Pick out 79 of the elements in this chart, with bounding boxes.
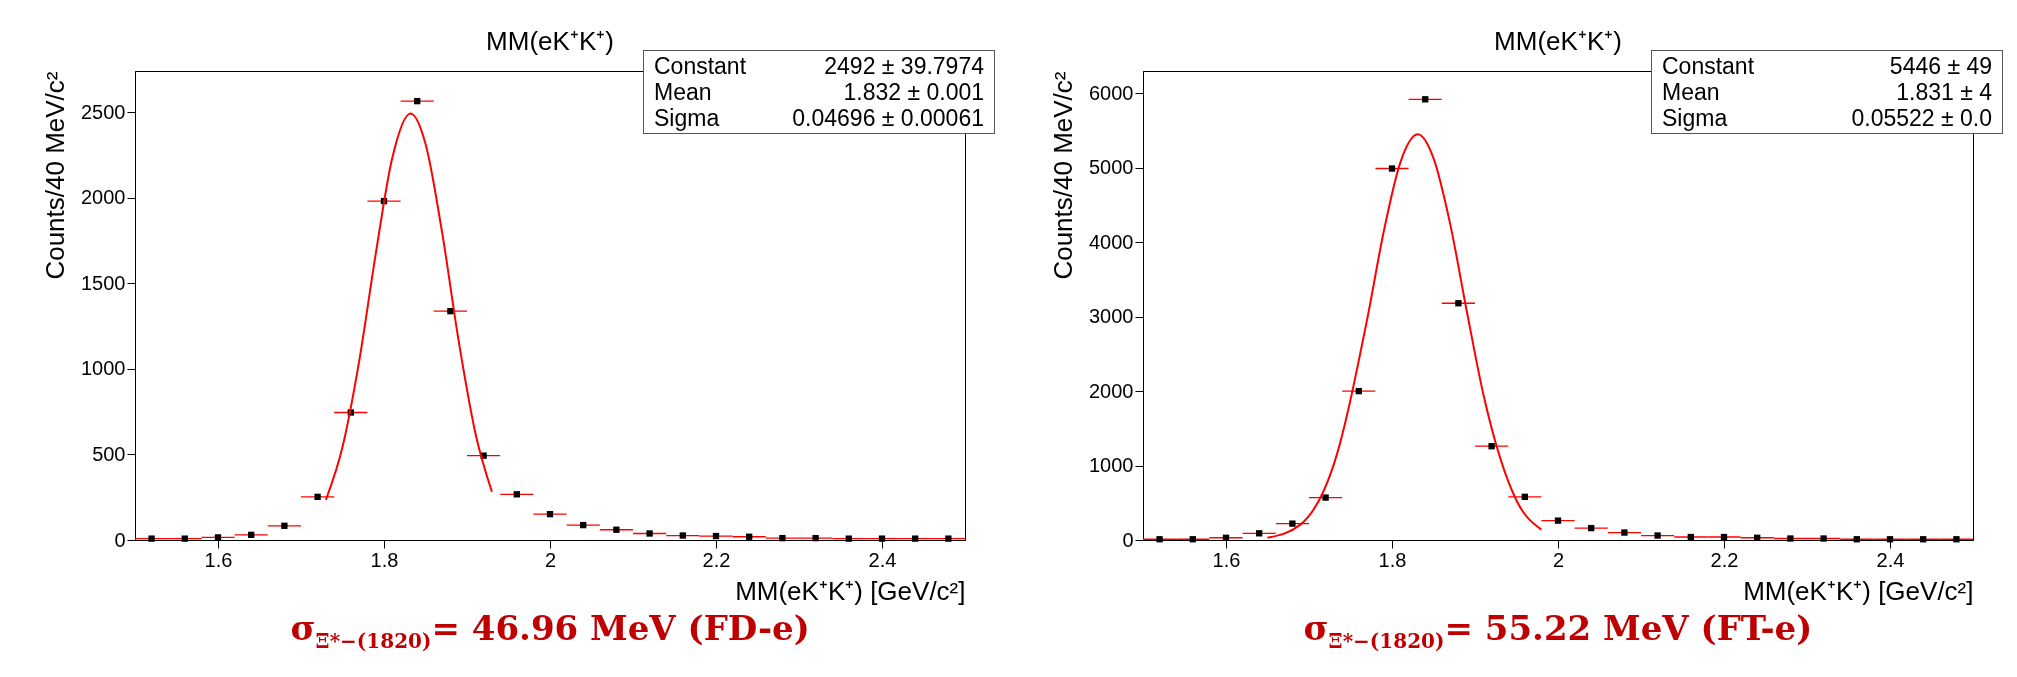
point <box>812 534 819 542</box>
point <box>1754 534 1761 541</box>
y-tick-label: 0 <box>1122 528 1134 551</box>
point <box>1820 535 1827 542</box>
point <box>746 533 753 540</box>
y-tick-label: 3000 <box>1089 305 1134 328</box>
x-tick-label: 2.4 <box>868 548 897 571</box>
fit-stats-box: Constant 5446 ± 49 Mean 1.831 ± 4 Sigma 0.05522 ± 0.0 <box>1651 50 2003 134</box>
point <box>1787 535 1794 542</box>
point <box>181 535 188 542</box>
y-tick-label: 4000 <box>1089 230 1134 253</box>
text: σ$_{Ξ*−(1820)}$= 55.22 MeV (FT-e) <box>1303 608 1813 653</box>
point <box>1588 524 1595 532</box>
x-tick-label: 2 <box>1552 548 1565 571</box>
point <box>779 534 786 542</box>
point <box>1388 165 1396 172</box>
point <box>281 522 288 529</box>
y-axis-title: Counts/40 MeV/c² <box>1048 71 1079 280</box>
point <box>414 97 421 105</box>
point <box>580 521 587 529</box>
point <box>945 535 952 542</box>
y-tick-label: 2500 <box>81 100 126 123</box>
point <box>1488 443 1495 450</box>
point <box>1156 536 1163 543</box>
point <box>1654 532 1661 539</box>
y-tick-label: 5000 <box>1089 156 1134 179</box>
point <box>1953 536 1960 543</box>
point <box>878 535 886 542</box>
x-axis-title: MM(eK⁺K⁺) [GeV/c²] <box>735 575 966 606</box>
y-tick-label: 1000 <box>81 357 126 380</box>
point <box>1720 533 1728 541</box>
x-tick-label: 1.8 <box>370 548 399 571</box>
point <box>248 531 255 539</box>
y-tick-label: 1500 <box>81 271 126 294</box>
point <box>679 532 686 539</box>
x-tick-label: 2.2 <box>1710 548 1739 571</box>
point <box>1886 536 1894 543</box>
point <box>148 535 155 542</box>
point <box>613 526 620 533</box>
point <box>1189 536 1196 543</box>
y-tick-label: 0 <box>114 528 126 551</box>
chart-title: MM(eK⁺K⁺) <box>1494 26 1622 56</box>
x-tick-label: 1.6 <box>1212 548 1241 571</box>
text: σ$_{Ξ*−(1820)}$= 46.96 MeV (FD-e) <box>290 608 810 653</box>
x-tick-label: 2 <box>544 548 557 571</box>
point <box>712 532 720 540</box>
y-tick-label: 1000 <box>1089 454 1134 477</box>
point <box>314 493 321 501</box>
point <box>214 534 222 541</box>
chart-title: MM(eK⁺K⁺) <box>486 26 614 56</box>
y-tick-label: 6000 <box>1089 81 1134 104</box>
point <box>1521 493 1528 500</box>
x-tick-label: 2.2 <box>702 548 731 571</box>
point <box>1853 536 1860 543</box>
point <box>1554 517 1562 524</box>
point <box>1422 96 1429 103</box>
point <box>1920 536 1927 543</box>
point <box>1687 533 1694 541</box>
point <box>845 535 852 542</box>
point <box>1256 530 1263 537</box>
y-tick-label: 500 <box>92 442 126 465</box>
point <box>1289 520 1296 527</box>
point <box>546 510 554 518</box>
x-tick-label: 2.4 <box>1876 548 1905 571</box>
x-tick-label: 1.6 <box>204 548 233 571</box>
point <box>646 530 653 537</box>
point <box>1322 494 1329 501</box>
point <box>1621 529 1628 536</box>
point <box>1455 300 1462 307</box>
y-axis-title: Counts/40 MeV/c² <box>40 71 71 280</box>
x-tick-label: 1.8 <box>1378 548 1407 571</box>
point <box>1355 387 1362 395</box>
fit-stats-box: Constant 2492 ± 39.7974 Mean 1.832 ± 0.001 Sigma 0.04696 ± 0.00061 <box>643 50 995 134</box>
y-tick-label: 2000 <box>81 186 126 209</box>
x-axis-title: MM(eK⁺K⁺) [GeV/c²] <box>1743 575 1974 606</box>
point <box>513 491 520 498</box>
y-tick-label: 2000 <box>1089 379 1134 402</box>
point <box>912 535 919 542</box>
point <box>1222 534 1230 541</box>
